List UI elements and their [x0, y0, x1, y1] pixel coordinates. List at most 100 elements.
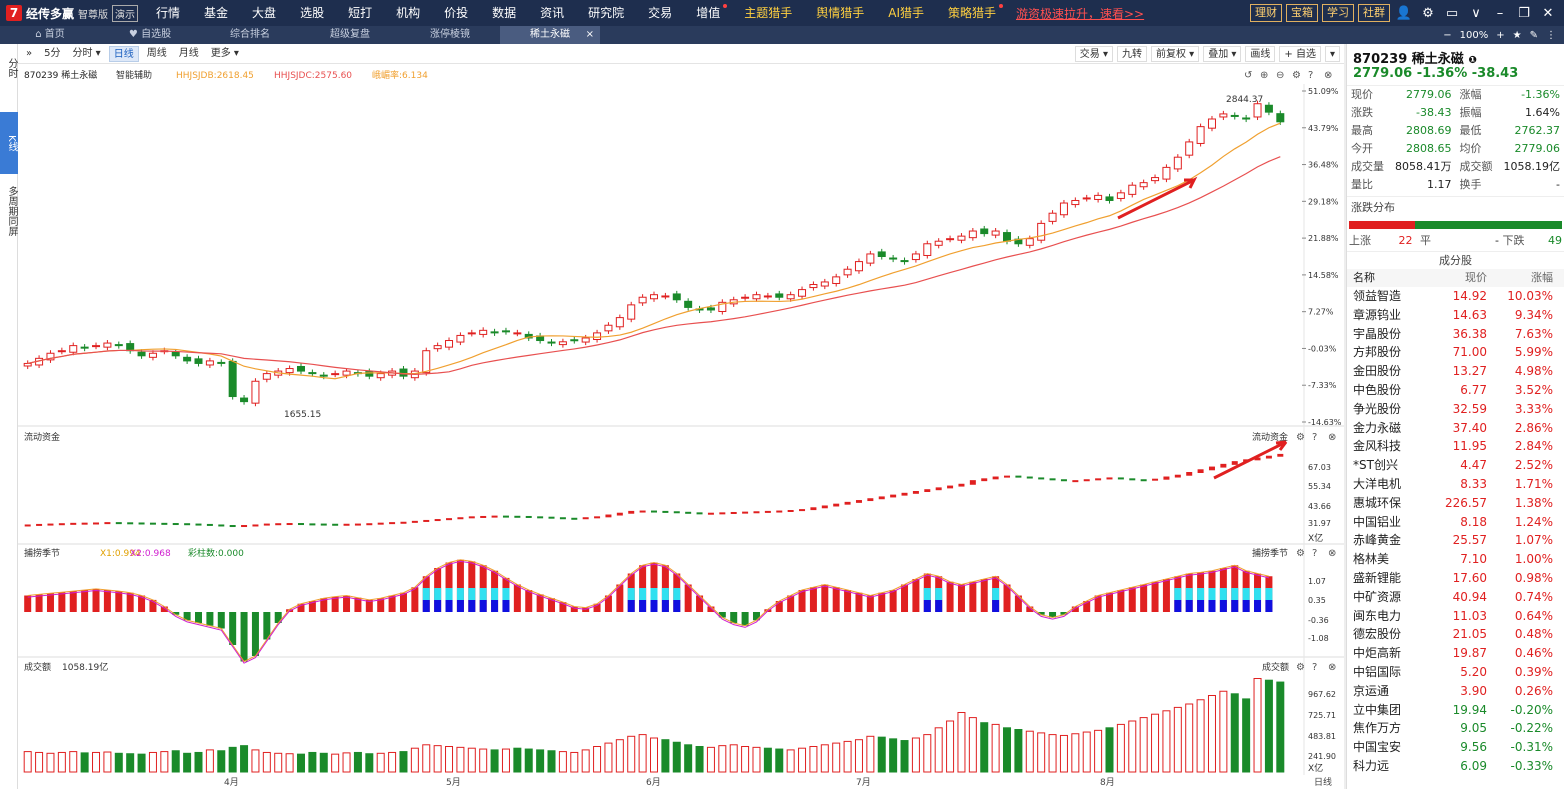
gear-icon[interactable]: ⚙: [1292, 70, 1301, 81]
user-icon[interactable]: 👤: [1395, 5, 1413, 21]
assist-label[interactable]: 智能辅助: [116, 69, 152, 81]
help-icon[interactable]: ?: [1312, 432, 1317, 443]
chart-area[interactable]: 870239 稀土永磁 智能辅助 HHJSJDB:2618.45 HHJSJDC…: [18, 64, 1344, 789]
list-item[interactable]: 中铝国际 5.20 0.39%: [1347, 663, 1564, 682]
list-item[interactable]: 中色股份 6.77 3.52%: [1347, 381, 1564, 400]
col-name[interactable]: 名称: [1353, 271, 1375, 284]
menu-item-10[interactable]: 交易: [636, 0, 684, 26]
gear-icon[interactable]: ⚙: [1296, 548, 1305, 559]
list-item[interactable]: 立中集团 19.94 -0.20%: [1347, 701, 1564, 720]
tab-0[interactable]: ⌂ 首页: [0, 26, 100, 44]
tab-3[interactable]: 超级复盘: [300, 26, 400, 44]
window-icon[interactable]: ▭: [1445, 5, 1459, 21]
list-item[interactable]: 金田股份 13.27 4.98%: [1347, 362, 1564, 381]
period-btn-4[interactable]: 月线: [178, 47, 199, 59]
close-icon[interactable]: ⊗: [1328, 432, 1336, 443]
menu-item-7[interactable]: 数据: [480, 0, 528, 26]
info-icon[interactable]: ❶: [1468, 55, 1477, 66]
promo-link[interactable]: 游资极速拉升，速看>>: [1016, 6, 1145, 21]
list-item[interactable]: 章源钨业 14.63 9.34%: [1347, 306, 1564, 325]
list-item[interactable]: 方邦股份 71.00 5.99%: [1347, 343, 1564, 362]
chart-svg[interactable]: 870239 稀土永磁 智能辅助 HHJSJDB:2618.45 HHJSJDC…: [18, 64, 1344, 775]
list-item[interactable]: 科力远 6.09 -0.33%: [1347, 757, 1564, 776]
list-item[interactable]: 领益智造 14.92 10.03%: [1347, 287, 1564, 306]
list-item[interactable]: 盛新锂能 17.60 0.98%: [1347, 569, 1564, 588]
list-item[interactable]: 大洋电机 8.33 1.71%: [1347, 475, 1564, 494]
period-btn-3[interactable]: 周线: [146, 47, 167, 59]
toolbar-right-btn-5[interactable]: + 自选: [1279, 46, 1321, 62]
list-item[interactable]: 惠城环保 226.57 1.38%: [1347, 494, 1564, 513]
list-item[interactable]: *ST创兴 4.47 2.52%: [1347, 456, 1564, 475]
list-item[interactable]: 焦作万方 9.05 -0.22%: [1347, 719, 1564, 738]
help-icon[interactable]: ?: [1308, 70, 1313, 81]
chevron-down-icon[interactable]: ∨: [1471, 5, 1481, 21]
menu-item-13[interactable]: 舆情猎手: [804, 0, 876, 26]
top-button-3[interactable]: 社群: [1358, 4, 1390, 22]
list-item[interactable]: 宇晶股份 36.38 7.63%: [1347, 325, 1564, 344]
menu-item-4[interactable]: 短打: [336, 0, 384, 26]
menu-item-5[interactable]: 机构: [384, 0, 432, 26]
menu-item-8[interactable]: 资讯: [528, 0, 576, 26]
top-button-2[interactable]: 学习: [1322, 4, 1354, 22]
demo-badge[interactable]: 演示: [112, 4, 139, 22]
gear-icon[interactable]: ⚙: [1296, 432, 1305, 443]
menu-item-1[interactable]: 基金: [192, 0, 240, 26]
help-icon[interactable]: ?: [1312, 662, 1317, 673]
list-item[interactable]: 中炬高新 19.87 0.46%: [1347, 644, 1564, 663]
tab-2[interactable]: 综合排名: [200, 26, 300, 44]
close-icon[interactable]: ⊗: [1324, 70, 1332, 81]
col-change[interactable]: 涨幅: [1531, 271, 1553, 284]
help-icon[interactable]: ?: [1312, 548, 1317, 559]
toolbar-right-btn-6[interactable]: ▾: [1324, 46, 1340, 62]
close-icon[interactable]: ✕: [1542, 5, 1554, 21]
restore-icon[interactable]: ❐: [1518, 5, 1530, 21]
period-btn-0[interactable]: 5分: [44, 47, 61, 59]
close-tab-icon[interactable]: ×: [585, 29, 594, 40]
menu-item-9[interactable]: 研究院: [576, 0, 636, 26]
period-btn-1[interactable]: 分时 ▾: [72, 47, 101, 59]
close-icon[interactable]: ⊗: [1328, 662, 1336, 673]
tab-5[interactable]: 稀土永磁 ×: [500, 26, 600, 44]
tab-1[interactable]: ♥ 自选股: [100, 26, 200, 44]
top-button-0[interactable]: 理财: [1250, 4, 1282, 22]
toolbar-right-btn-3[interactable]: 叠加 ▾: [1203, 46, 1242, 62]
menu-item-3[interactable]: 选股: [288, 0, 336, 26]
close-icon[interactable]: ⊗: [1328, 548, 1336, 559]
zoom-in-icon[interactable]: +: [1496, 29, 1505, 41]
list-item[interactable]: 京运通 3.90 0.26%: [1347, 682, 1564, 701]
menu-item-12[interactable]: 主题猎手: [732, 0, 804, 26]
menu-item-2[interactable]: 大盘: [240, 0, 288, 26]
period-btn-2[interactable]: 日线: [108, 45, 139, 62]
list-item[interactable]: 中国铝业 8.18 1.24%: [1347, 513, 1564, 532]
period-btn-5[interactable]: 更多 ▾: [210, 47, 239, 59]
menu-item-11[interactable]: 增值: [684, 0, 732, 26]
top-button-1[interactable]: 宝箱: [1286, 4, 1318, 22]
nav-intraday[interactable]: 分时: [6, 58, 17, 78]
menu-item-14[interactable]: AI猎手: [876, 0, 936, 26]
list-item[interactable]: 格林美 7.10 1.00%: [1347, 550, 1564, 569]
toolbar-right-btn-1[interactable]: 九转: [1117, 46, 1147, 62]
list-item[interactable]: 中国宝安 9.56 -0.31%: [1347, 738, 1564, 757]
menu-item-0[interactable]: 行情: [144, 0, 192, 26]
expand-icon[interactable]: »: [26, 47, 33, 59]
settings-icon[interactable]: ⋮: [1546, 29, 1556, 41]
list-item[interactable]: 德宏股份 21.05 0.48%: [1347, 625, 1564, 644]
nav-multi-period[interactable]: 多周期同屏: [6, 186, 17, 236]
list-item[interactable]: 中矿资源 40.94 0.74%: [1347, 588, 1564, 607]
undo-icon[interactable]: ↺: [1244, 70, 1252, 81]
minus-circle-icon[interactable]: ⊖: [1276, 70, 1284, 81]
pen-icon[interactable]: ✎: [1529, 29, 1538, 41]
star-icon[interactable]: ★: [1512, 29, 1522, 41]
list-item[interactable]: 金风科技 11.95 2.84%: [1347, 437, 1564, 456]
tab-4[interactable]: 涨停棱镜: [400, 26, 500, 44]
app-logo[interactable]: 7 经传多赢 智尊版 演示: [0, 0, 144, 26]
gear-icon[interactable]: ⚙: [1296, 662, 1305, 673]
gear-icon[interactable]: ⚙: [1422, 5, 1434, 21]
minimize-icon[interactable]: –: [1496, 5, 1504, 21]
list-item[interactable]: 争光股份 32.59 3.33%: [1347, 400, 1564, 419]
col-price[interactable]: 现价: [1465, 271, 1487, 284]
list-item[interactable]: 金力永磁 37.40 2.86%: [1347, 419, 1564, 438]
nav-kline[interactable]: K线: [0, 112, 18, 174]
toolbar-right-btn-2[interactable]: 前复权 ▾: [1151, 46, 1200, 62]
menu-item-15[interactable]: 策略猎手: [936, 0, 1008, 26]
